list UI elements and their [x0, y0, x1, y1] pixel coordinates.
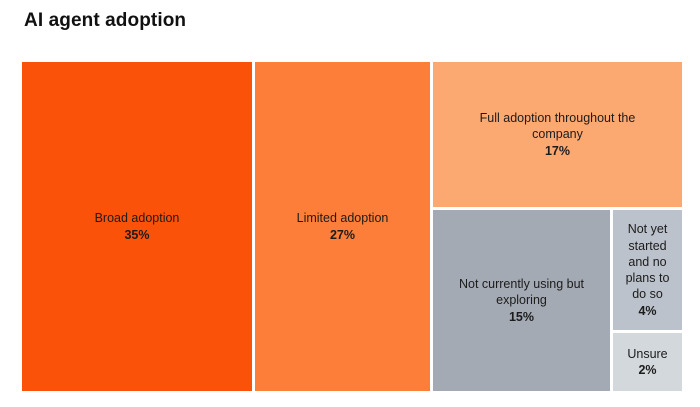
segment-value: 27%	[329, 227, 356, 242]
segment-value: 2%	[638, 363, 657, 377]
treemap-segment-not-yet-started[interactable]: Not yet started and no plans to do so 4%	[613, 210, 682, 330]
segment-value: 35%	[124, 227, 150, 242]
segment-value: 15%	[508, 309, 535, 324]
segment-value: 17%	[544, 143, 571, 158]
treemap-segment-broad-adoption[interactable]: Broad adoption 35%	[22, 62, 252, 391]
segment-label: Limited adoption	[296, 211, 389, 226]
treemap-segment-not-currently-using[interactable]: Not currently using but exploring 15%	[433, 210, 610, 391]
treemap-segment-unsure[interactable]: Unsure 2%	[613, 333, 682, 391]
chart-title: AI agent adoption	[24, 10, 187, 31]
segment-label: Not yet started and no plans to do so	[625, 222, 670, 302]
treemap-segment-limited-adoption[interactable]: Limited adoption 27%	[255, 62, 430, 391]
treemap-segment-full-adoption[interactable]: Full adoption throughout the company 17%	[433, 62, 682, 207]
segment-label: Full adoption throughout the company	[479, 111, 636, 142]
segment-label: Not currently using but exploring	[458, 277, 585, 308]
segment-value: 4%	[638, 303, 657, 318]
segment-label: Broad adoption	[94, 211, 180, 226]
segment-label: Unsure	[627, 346, 668, 361]
